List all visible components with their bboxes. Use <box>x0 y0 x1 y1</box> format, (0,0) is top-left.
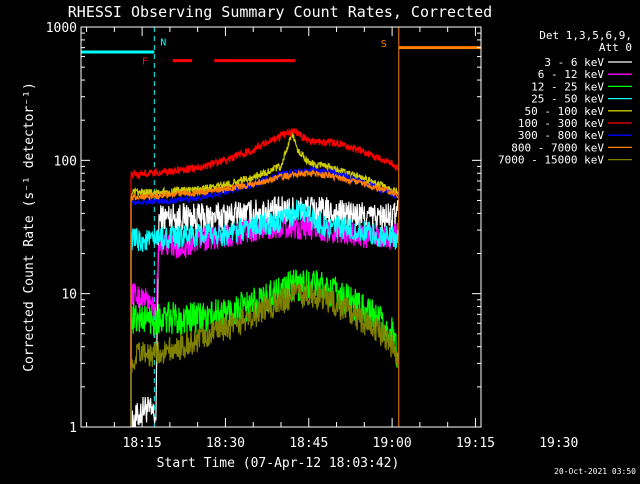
legend-label: 300 - 800 keV <box>518 129 604 142</box>
x-axis: 18:15 18:30 18:45 19:00 19:15 19:30 <box>86 27 578 451</box>
x-tick-label: 18:30 <box>206 436 245 451</box>
y-axis-label: Corrected Count Rate (s⁻¹ detector⁻¹) <box>22 82 37 372</box>
legend-label: 3 - 6 keV <box>544 56 604 69</box>
legend-label: 12 - 25 keV <box>531 80 604 93</box>
legend-header: Att 0 <box>599 41 632 54</box>
x-tick-label: 18:45 <box>289 436 328 451</box>
series-line <box>130 169 399 427</box>
legend-label: 50 - 100 keV <box>525 105 605 118</box>
plot-area: N F S <box>81 27 481 427</box>
legend-header: Det 1,3,5,6,9, <box>539 29 632 42</box>
y-tick-label: 10 <box>61 288 77 303</box>
x-tick-label: 19:00 <box>373 436 412 451</box>
x-axis-label: Start Time (07-Apr-12 18:03:42) <box>157 456 400 471</box>
legend-label: 6 - 12 keV <box>538 68 605 81</box>
annotation-label: N <box>160 37 166 48</box>
legend-label: 100 - 300 keV <box>518 117 604 130</box>
legend-label: 7000 - 15000 keV <box>498 154 604 167</box>
series-line <box>130 127 399 427</box>
series-line <box>130 199 399 427</box>
legend-label: 800 - 7000 keV <box>511 141 604 154</box>
y-tick-label: 1 <box>69 421 77 436</box>
series-line <box>130 268 399 427</box>
series-line <box>130 129 399 427</box>
x-tick-label: 18:15 <box>123 436 162 451</box>
y-tick-label: 1000 <box>46 21 77 36</box>
series-layer <box>130 127 399 427</box>
annotation-label: F <box>142 57 148 68</box>
annotation-label: S <box>381 39 387 50</box>
y-axis: 1 10 100 1000 <box>46 21 481 436</box>
chart-title: RHESSI Observing Summary Count Rates, Co… <box>68 3 492 21</box>
y-tick-label: 100 <box>54 154 77 169</box>
legend-label: 25 - 50 keV <box>531 93 604 106</box>
series-line <box>130 280 399 427</box>
x-tick-label: 19:15 <box>456 436 495 451</box>
x-tick-label: 19:30 <box>539 436 578 451</box>
footer-timestamp: 20-Oct-2021 03:50 <box>554 467 636 476</box>
